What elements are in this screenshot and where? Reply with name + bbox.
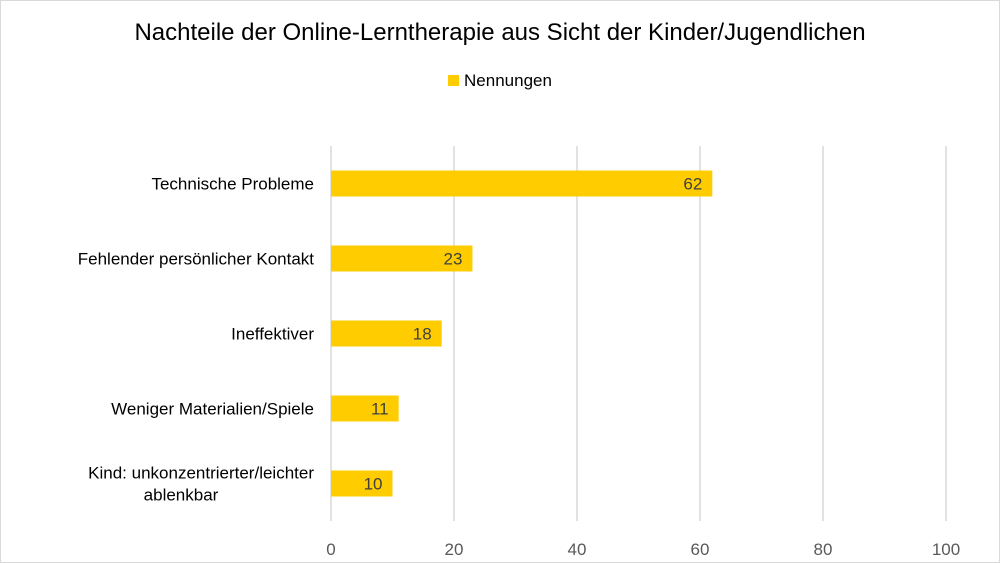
x-tick-label: 80: [814, 540, 833, 559]
category-label: Weniger Materialien/Spiele: [111, 400, 314, 419]
data-label: 11: [371, 400, 389, 419]
bar: [331, 170, 713, 197]
category-label: Fehlender persönlicher Kontakt: [78, 250, 315, 269]
legend-swatch: [448, 75, 460, 86]
legend: Nennungen: [1, 71, 999, 91]
x-tick-label: 60: [691, 540, 710, 559]
bar: [331, 395, 399, 422]
x-tick-label: 40: [568, 540, 587, 559]
data-label: 62: [683, 175, 702, 194]
bar: [331, 470, 393, 497]
data-label: 10: [364, 475, 383, 494]
category-label: Technische Probleme: [151, 175, 314, 194]
category-label: Kind: unkonzentrierter/leichter ablenkbar: [88, 464, 314, 505]
x-tick-label: 0: [326, 540, 335, 559]
data-label: 23: [444, 250, 463, 269]
data-label: 18: [413, 325, 432, 344]
category-label: Ineffektiver: [231, 325, 314, 344]
x-tick-label: 20: [445, 540, 464, 559]
bar: [331, 245, 473, 272]
legend-label: Nennungen: [464, 71, 552, 90]
x-tick-label: 100: [932, 540, 960, 559]
chart-title: Nachteile der Online-Lerntherapie aus Si…: [134, 19, 866, 46]
bar: [331, 320, 442, 347]
